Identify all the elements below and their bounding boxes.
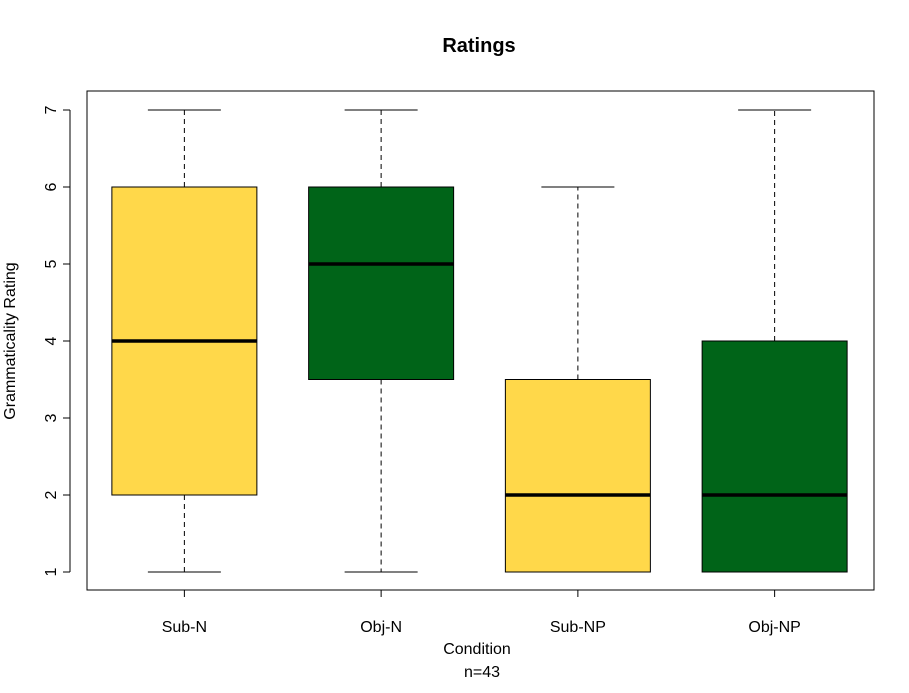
x-tick-label: Obj-N xyxy=(360,619,402,636)
y-tick-label: 7 xyxy=(43,105,60,114)
y-tick-label: 6 xyxy=(43,182,60,191)
y-tick-label: 4 xyxy=(43,336,60,345)
iqr-box xyxy=(308,186,455,380)
x-tick-label: Sub-N xyxy=(162,619,207,636)
iqr-box xyxy=(701,340,848,573)
y-tick-label: 2 xyxy=(43,490,60,499)
chart-title: Ratings xyxy=(442,35,515,57)
box-group xyxy=(504,186,651,573)
box-group xyxy=(111,109,258,573)
y-tick-label: 1 xyxy=(43,567,60,576)
box-group xyxy=(308,109,455,573)
x-axis: Sub-N Obj-N Sub-NP Obj-NP xyxy=(162,589,801,636)
sample-size-label: n=43 xyxy=(464,664,500,681)
box-group xyxy=(701,109,848,573)
x-axis-label: Condition xyxy=(443,641,511,658)
y-tick-label: 5 xyxy=(43,259,60,268)
y-axis-label: Grammaticality Rating xyxy=(2,262,19,419)
y-tick-label: 3 xyxy=(43,413,60,422)
iqr-box xyxy=(504,379,651,573)
y-axis: 1 2 3 4 5 6 7 xyxy=(43,105,71,576)
box-series xyxy=(111,109,848,573)
x-tick-label: Sub-NP xyxy=(550,619,606,636)
x-tick-label: Obj-NP xyxy=(748,619,800,636)
